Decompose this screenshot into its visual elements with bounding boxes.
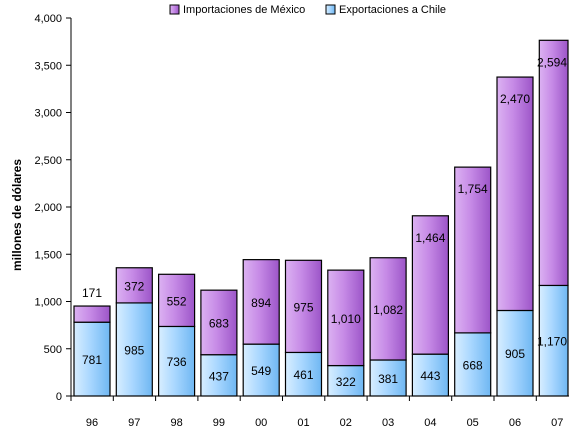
legend-label-exportaciones: Exportaciones a Chile (339, 4, 446, 16)
y-tick-label: 3,500 (34, 60, 62, 72)
legend-swatch-importaciones (169, 4, 180, 15)
y-axis-label: millones de dólares (10, 159, 24, 271)
data-label: 322 (336, 375, 356, 389)
x-tick-label: 07 (551, 417, 563, 429)
legend-label-importaciones: Importaciones de México (183, 4, 305, 16)
data-label: 2,594 (537, 55, 567, 69)
data-label: 894 (251, 296, 271, 310)
y-axis: 0 500 1,000 1,500 2,000 2,500 3,000 3,500 4,000 (34, 13, 72, 403)
bar-importaciones (496, 76, 534, 312)
bar-importaciones (411, 215, 449, 355)
data-label: 1,464 (415, 231, 445, 245)
data-label: 552 (167, 294, 187, 308)
x-tick-label: 04 (424, 417, 436, 429)
data-label: 905 (505, 347, 525, 361)
y-tick-label: 3,000 (34, 108, 62, 120)
bar-importaciones (284, 259, 323, 354)
y-tick-label: 1,000 (34, 297, 62, 309)
x-tick-label: 96 (86, 417, 98, 429)
y-tick-label: 500 (44, 344, 62, 356)
bar-exportaciones (115, 302, 153, 397)
x-tick-label: 99 (213, 417, 225, 429)
x-tick-label: 06 (509, 417, 521, 429)
data-label: 1,010 (331, 312, 361, 326)
x-tick-label: 01 (297, 417, 309, 429)
data-label: 668 (463, 358, 483, 372)
data-labels: 781 171 985 372 736 552 437 683 549 894 461 975 322 1… (82, 55, 567, 388)
data-label: 736 (167, 355, 187, 369)
bar-exportaciones (242, 343, 280, 397)
legend: Importaciones de México Exportaciones a … (169, 4, 446, 16)
y-tick-label: 2,500 (34, 155, 62, 167)
data-label: 437 (209, 369, 229, 383)
data-label: 549 (251, 364, 271, 378)
data-label: 171 (82, 286, 102, 300)
y-tick-label: 4,000 (34, 13, 62, 25)
bar-importaciones (73, 305, 111, 323)
x-tick-label: 98 (170, 417, 182, 429)
x-tick-label: 05 (467, 417, 479, 429)
data-label: 381 (378, 372, 398, 386)
data-label: 2,470 (500, 92, 530, 106)
bar-importaciones (242, 259, 280, 345)
data-label: 683 (209, 316, 229, 330)
y-tick-label: 0 (56, 391, 62, 403)
bar-importaciones (158, 273, 196, 328)
x-tick-label: 00 (255, 417, 267, 429)
data-label: 461 (293, 368, 313, 382)
data-label: 985 (124, 343, 144, 357)
data-label: 1,170 (537, 335, 567, 349)
x-tick-label: 97 (128, 417, 140, 429)
bar-importaciones (454, 166, 492, 334)
bar-exportaciones (284, 351, 323, 397)
bar-importaciones (327, 269, 365, 367)
bar-importaciones (369, 257, 407, 361)
data-label: 975 (293, 300, 313, 314)
data-label: 781 (82, 353, 102, 367)
bar-importaciones (538, 39, 569, 287)
x-tick-label: 02 (340, 417, 352, 429)
data-label: 1,754 (458, 182, 488, 196)
y-tick-label: 2,000 (34, 202, 62, 214)
bar-exportaciones (200, 354, 238, 397)
legend-swatch-exportaciones (325, 4, 336, 15)
x-tick-label: 03 (382, 417, 394, 429)
y-tick-label: 1,500 (34, 249, 62, 261)
bar-importaciones (200, 289, 238, 356)
data-label: 443 (420, 369, 440, 383)
data-label: 1,082 (373, 303, 403, 317)
bar-exportaciones (73, 321, 111, 397)
bar-exportaciones (369, 359, 407, 397)
x-axis: 96 97 98 99 00 01 02 03 04 05 06 07 (70, 395, 569, 429)
bars (73, 39, 569, 397)
data-label: 372 (124, 279, 144, 293)
bar-exportaciones (158, 325, 196, 397)
bar-importaciones (115, 267, 153, 304)
bar-exportaciones (496, 309, 534, 397)
